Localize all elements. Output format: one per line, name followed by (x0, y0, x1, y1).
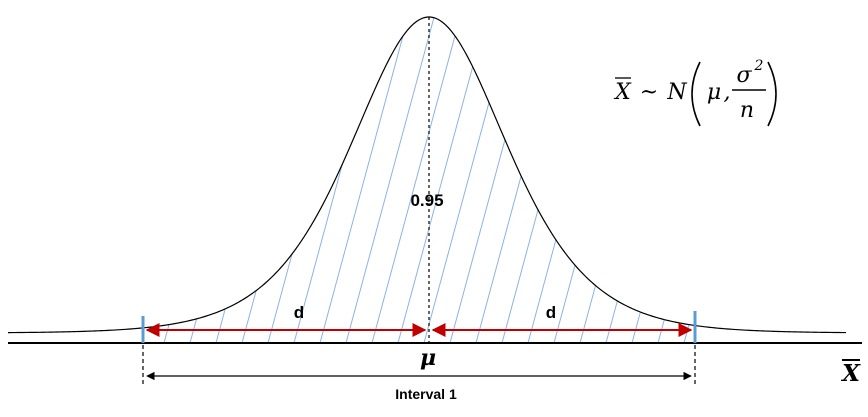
hatch-line (371, 17, 463, 343)
formula-exponent: 2 (754, 58, 764, 74)
shaded-area-hatch (143, 10, 826, 343)
hatch-line (241, 17, 333, 343)
formula-tilde: ~ (640, 80, 658, 105)
axis-label: X (840, 360, 861, 387)
formula-mu: μ (707, 80, 721, 105)
hatch-line (143, 17, 203, 343)
hatch-line (319, 17, 411, 343)
hatch-line (215, 17, 307, 343)
formula-comma: , (724, 80, 731, 105)
formula-sigma: σ (736, 63, 752, 88)
area-label: 0.95 (410, 191, 443, 210)
hatch-line (501, 17, 593, 343)
hatch-line (163, 17, 255, 343)
formula-n: n (740, 98, 754, 123)
hatch-line (736, 10, 826, 343)
hatch-line (605, 17, 695, 343)
hatch-line (449, 17, 541, 343)
interval-label: Interval 1 (395, 386, 457, 402)
density-curve (7, 16, 847, 334)
hatch-line (143, 17, 151, 343)
sampling-distribution-formula: X ~ N μ , σ 2 n (613, 58, 777, 127)
hatch-line (553, 17, 645, 343)
hatch-line (293, 17, 385, 343)
hatch-line (189, 17, 281, 343)
hatch-line (579, 17, 671, 343)
formula-right-paren (767, 61, 777, 127)
formula-normal: N (666, 80, 687, 105)
mean-label: μ (420, 345, 436, 371)
left-distance-label: d (294, 303, 304, 322)
hatch-line (345, 17, 437, 343)
hatch-line (631, 17, 695, 343)
formula-xbar: X (613, 80, 632, 105)
hatch-line (267, 17, 359, 343)
hatch-line (143, 17, 229, 343)
formula-left-paren (691, 61, 701, 127)
right-distance-label: d (546, 303, 556, 322)
hatch-line (143, 17, 177, 343)
hatch-line (397, 17, 489, 343)
hatch-line (657, 17, 695, 343)
